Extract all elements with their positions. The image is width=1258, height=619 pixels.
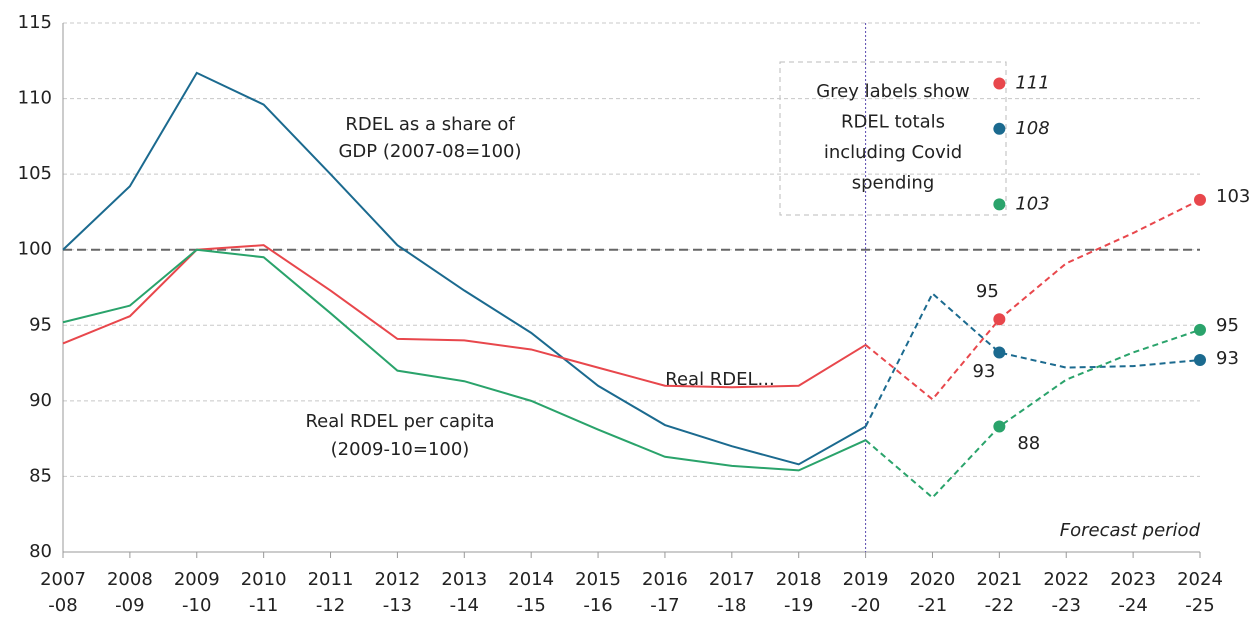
forecast-series-line bbox=[864, 328, 1201, 499]
y-tick-label: 115 bbox=[18, 12, 52, 33]
x-tick-label: 2022 bbox=[1043, 569, 1089, 590]
x-tick-label: -24 bbox=[1118, 595, 1147, 616]
covid-point bbox=[993, 77, 1006, 90]
x-tick-label: -23 bbox=[1052, 595, 1081, 616]
y-tick-label: 100 bbox=[18, 239, 52, 260]
x-tick-label: 2012 bbox=[375, 569, 421, 590]
x-tick-label: -19 bbox=[784, 595, 813, 616]
x-tick-label: 2010 bbox=[241, 569, 287, 590]
x-tick-label: 2018 bbox=[776, 569, 822, 590]
x-tick-label: -12 bbox=[316, 595, 345, 616]
forecast-label: Forecast period bbox=[1060, 520, 1201, 541]
x-tick-label: 2013 bbox=[441, 569, 487, 590]
series-label: (2009-10=100) bbox=[331, 439, 470, 460]
point bbox=[1194, 354, 1206, 367]
series-line bbox=[62, 244, 867, 389]
x-tick-label: -08 bbox=[48, 595, 77, 616]
covid-label: 111 bbox=[1015, 72, 1049, 93]
x-tick-label: -20 bbox=[851, 595, 880, 616]
note-text: Grey labels show bbox=[816, 81, 970, 102]
x-tick-label: 2023 bbox=[1110, 569, 1156, 590]
note-text: including Covid bbox=[824, 142, 962, 163]
covid-label: 108 bbox=[1015, 118, 1049, 139]
series-label: RDEL as a share of bbox=[345, 114, 515, 135]
point bbox=[1194, 193, 1206, 206]
x-tick-label: 2021 bbox=[976, 569, 1022, 590]
x-tick-label: -22 bbox=[985, 595, 1014, 616]
x-tick-label: 2017 bbox=[709, 569, 755, 590]
x-tick-label: 2019 bbox=[843, 569, 889, 590]
value-label: 103 bbox=[1216, 186, 1250, 207]
point bbox=[993, 420, 1006, 433]
value-label: 95 bbox=[976, 281, 999, 302]
x-tick-label: -09 bbox=[115, 595, 144, 616]
x-tick-label: 2008 bbox=[107, 569, 153, 590]
y-tick-label: 95 bbox=[29, 314, 52, 335]
y-tick-label: 90 bbox=[29, 390, 52, 411]
x-tick-label: -25 bbox=[1185, 595, 1214, 616]
x-tick-label: -11 bbox=[249, 595, 278, 616]
value-label: 93 bbox=[1216, 348, 1239, 369]
covid-label: 103 bbox=[1015, 193, 1049, 214]
point bbox=[1194, 323, 1206, 336]
series-line bbox=[62, 71, 867, 466]
x-tick-label: -10 bbox=[182, 595, 211, 616]
forecast-series-line bbox=[864, 198, 1201, 401]
x-tick-label: 2024 bbox=[1177, 569, 1223, 590]
series-label: Real RDEL per capita bbox=[305, 411, 494, 432]
x-tick-label: 2009 bbox=[174, 569, 220, 590]
value-label: 93 bbox=[972, 361, 995, 382]
point bbox=[993, 346, 1006, 359]
covid-point bbox=[993, 122, 1006, 135]
x-tick-label: -15 bbox=[516, 595, 545, 616]
y-tick-label: 105 bbox=[18, 163, 52, 184]
x-tick-label: 2007 bbox=[40, 569, 86, 590]
x-tick-label: 2011 bbox=[308, 569, 354, 590]
point bbox=[993, 313, 1006, 326]
y-tick-label: 110 bbox=[18, 88, 52, 109]
x-tick-label: 2016 bbox=[642, 569, 688, 590]
x-tick-label: -13 bbox=[383, 595, 412, 616]
series-label: GDP (2007-08=100) bbox=[338, 141, 521, 162]
x-tick-label: -16 bbox=[583, 595, 612, 616]
x-tick-label: -21 bbox=[918, 595, 947, 616]
y-tick-label: 80 bbox=[29, 541, 52, 562]
value-label: 95 bbox=[1216, 315, 1239, 336]
note-text: spending bbox=[852, 173, 935, 194]
note-box bbox=[779, 61, 1007, 216]
note-text: RDEL totals bbox=[841, 112, 945, 133]
x-tick-label: -18 bbox=[717, 595, 746, 616]
x-tick-label: 2014 bbox=[508, 569, 554, 590]
x-tick-label: 2020 bbox=[910, 569, 956, 590]
x-tick-label: -14 bbox=[450, 595, 479, 616]
value-label: 88 bbox=[1017, 433, 1040, 454]
series-line bbox=[62, 248, 867, 472]
covid-point bbox=[993, 198, 1006, 211]
x-tick-label: -17 bbox=[650, 595, 679, 616]
x-tick-label: 2015 bbox=[575, 569, 621, 590]
series-label: Real RDEL... bbox=[665, 369, 774, 390]
forecast-series-line bbox=[864, 291, 1201, 428]
y-tick-label: 85 bbox=[29, 465, 52, 486]
